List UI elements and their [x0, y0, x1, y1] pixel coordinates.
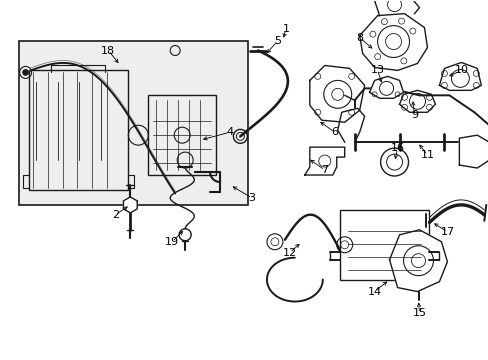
Polygon shape — [359, 14, 427, 71]
Bar — [29, 71, 128, 190]
Text: 6: 6 — [330, 127, 338, 137]
Bar — [148, 95, 216, 175]
Text: 11: 11 — [420, 150, 434, 160]
Text: 15: 15 — [412, 309, 426, 319]
Polygon shape — [374, 0, 419, 15]
Text: 16: 16 — [390, 143, 404, 153]
Polygon shape — [304, 147, 344, 175]
Text: 19: 19 — [165, 237, 179, 247]
Polygon shape — [399, 90, 435, 112]
Text: 4: 4 — [226, 127, 233, 137]
Polygon shape — [337, 108, 364, 142]
Text: 12: 12 — [282, 248, 296, 258]
Text: 2: 2 — [112, 210, 119, 220]
Circle shape — [380, 148, 407, 176]
Text: 9: 9 — [410, 110, 417, 120]
Text: 5: 5 — [274, 36, 281, 46]
Polygon shape — [369, 76, 403, 98]
Bar — [339, 210, 428, 280]
Text: 7: 7 — [321, 165, 327, 175]
Text: 1: 1 — [282, 24, 289, 33]
Polygon shape — [123, 197, 137, 213]
Circle shape — [22, 69, 29, 75]
Bar — [19, 41, 247, 205]
Text: 8: 8 — [355, 32, 363, 42]
Text: 3: 3 — [248, 193, 255, 203]
Text: 14: 14 — [367, 287, 381, 297]
Polygon shape — [458, 135, 488, 168]
Text: 17: 17 — [440, 227, 453, 237]
Text: 10: 10 — [453, 66, 468, 76]
Polygon shape — [439, 62, 480, 90]
Text: 18: 18 — [101, 45, 115, 55]
Text: 13: 13 — [370, 66, 384, 76]
Polygon shape — [389, 230, 447, 292]
Polygon shape — [309, 66, 364, 122]
